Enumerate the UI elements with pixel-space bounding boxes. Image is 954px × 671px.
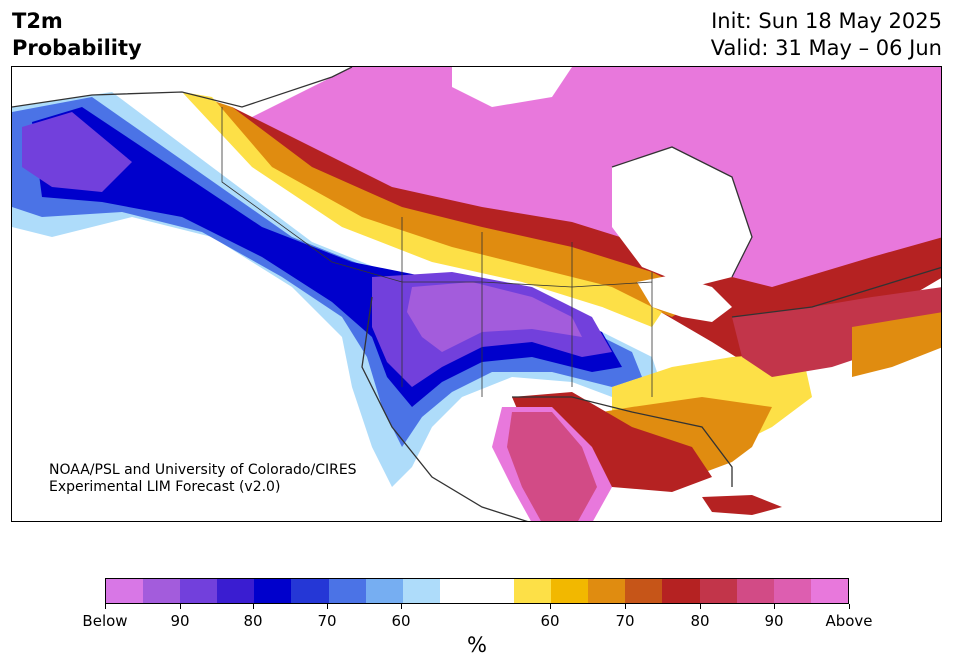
title-line-2: Probability [12,36,142,60]
colorbar-segment [254,579,292,603]
colorbar-segment [291,579,329,603]
colorbar-segment [439,579,477,603]
init-date: Init: Sun 18 May 2025 [711,9,942,33]
region-neutral-band [122,92,652,347]
colorbar-segment [217,579,255,603]
region-below-violet [407,282,582,352]
colorbar-segment [773,579,811,603]
colorbar-segment [365,579,403,603]
map-svg [12,67,941,521]
colorbar-tick-label: 80 [690,612,710,630]
colorbar-segment [551,579,589,603]
credit-line-2: Experimental LIM Forecast (v2.0) [49,479,281,495]
chart-title: T2m Probability [12,8,142,62]
colorbar-segment [736,579,774,603]
colorbar-segment [106,579,144,603]
region-above-mexico-red [507,412,597,521]
arctic-channel [452,67,572,107]
colorbar-segment [588,579,626,603]
region-above-arctic [232,67,941,317]
great-lakes [637,275,732,322]
region-above-cuba [702,495,782,515]
probability-map: NOAA/PSL and University of Colorado/CIRE… [11,66,942,522]
coastline [12,67,941,521]
colorbar-tick-mark [849,604,850,609]
colorbar-tick-label: 60 [540,612,560,630]
colorbar-segment [810,579,848,603]
colorbar-tick-label: Above [825,612,873,630]
colorbar-segment [143,579,181,603]
colorbar-tick-mark [105,604,106,609]
credit-text: NOAA/PSL and University of Colorado/CIRE… [49,462,357,496]
colorbar-tick-mark [550,604,551,609]
region-above-maritime-orange [852,312,941,377]
colorbar-segment [328,579,366,603]
valid-date: Valid: 31 May – 06 Jun [710,36,942,60]
borders [221,107,653,397]
colorbar-segment [514,579,552,603]
colorbar-tick-label: 80 [243,612,263,630]
colorbar-tick-label: 90 [170,612,190,630]
colorbar-tick-mark [401,604,402,609]
colorbar-tick-label: 70 [317,612,337,630]
region-alaska-purple [22,112,132,192]
colorbar-segment [699,579,737,603]
colorbar-segment [662,579,700,603]
credit-line-1: NOAA/PSL and University of Colorado/CIRE… [49,462,357,478]
region-above-band-yellow [182,92,662,327]
colorbar-segment [625,579,663,603]
colorbar-segment [180,579,218,603]
forecast-dates: Init: Sun 18 May 2025 Valid: 31 May – 06… [711,8,942,62]
colorbar-tick-mark [774,604,775,609]
hudson-bay [612,147,752,287]
colorbar-tick-label: 90 [764,612,784,630]
colorbar-tick-mark [700,604,701,609]
region-above-east-red [732,287,941,377]
colorbar-tick-mark [253,604,254,609]
colorbar-tick-mark [327,604,328,609]
colorbar [105,578,849,604]
colorbar-tick-mark [625,604,626,609]
colorbar-tick-mark [180,604,181,609]
colorbar-segment [402,579,440,603]
region-above-band-red [212,107,941,367]
region-above-band-orange [202,97,702,317]
colorbar-tick-label: 70 [615,612,635,630]
colorbar-segment [476,579,515,603]
title-line-1: T2m [12,9,63,33]
colorbar-unit: % [467,633,487,657]
colorbar-tick-label: Below [82,612,128,630]
colorbar-tick-label: 60 [391,612,411,630]
